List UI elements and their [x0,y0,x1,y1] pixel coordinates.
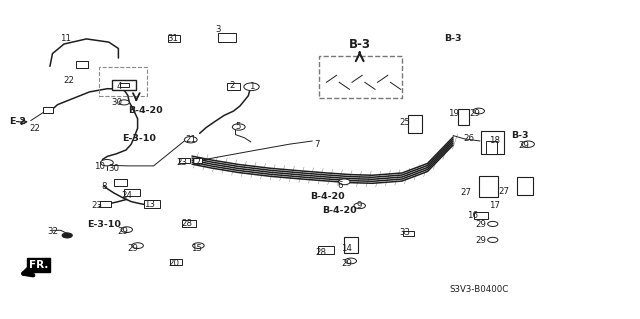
Circle shape [184,137,197,143]
Text: 13: 13 [144,200,156,209]
Text: 6: 6 [338,181,343,189]
Bar [170,259,182,265]
Text: 3: 3 [216,25,221,34]
Circle shape [488,237,498,242]
Text: E-3-10: E-3-10 [123,134,156,143]
Text: B-3: B-3 [511,131,529,140]
Text: 29: 29 [118,227,128,236]
Circle shape [132,243,143,249]
Text: B-4-20: B-4-20 [128,106,163,115]
Text: 18: 18 [488,136,500,145]
Bar [319,247,334,255]
Bar [182,220,196,227]
Text: B-3: B-3 [349,38,371,50]
Text: 25: 25 [399,118,410,127]
Text: 24: 24 [121,191,132,200]
Text: 5: 5 [236,122,241,131]
Circle shape [354,203,365,209]
Text: 20: 20 [168,259,180,268]
Text: 29: 29 [128,244,138,253]
Text: 8: 8 [101,182,106,191]
Text: B-3: B-3 [444,34,462,43]
Circle shape [119,100,129,105]
Bar [145,200,160,208]
Text: S3V3-B0400C: S3V3-B0400C [449,285,508,294]
Circle shape [345,258,356,264]
Text: 21: 21 [185,135,196,144]
Text: 32: 32 [47,227,59,236]
Circle shape [339,179,350,185]
Bar [479,176,498,197]
Text: 23: 23 [92,201,103,210]
Text: 22: 22 [29,124,41,133]
Text: 7: 7 [314,140,319,149]
Text: 15: 15 [191,244,202,253]
Text: 29: 29 [476,220,486,229]
Bar [193,158,202,163]
Circle shape [488,221,498,226]
Circle shape [232,124,245,130]
Text: 22: 22 [63,76,74,85]
Text: 26: 26 [463,134,474,143]
Text: FR.: FR. [29,260,48,270]
Text: 17: 17 [488,201,500,210]
Bar [474,212,488,219]
Bar [112,80,136,90]
Text: 33: 33 [399,228,410,237]
Text: 31: 31 [167,34,179,43]
Bar [76,61,88,68]
Bar [486,141,497,154]
Text: 16: 16 [467,211,478,220]
Bar [344,237,358,253]
Text: 27: 27 [499,187,510,196]
Text: 29: 29 [518,141,529,150]
Text: E-3-10: E-3-10 [87,220,120,229]
Bar [517,177,533,195]
Text: 12: 12 [190,158,202,167]
Circle shape [121,227,132,233]
Text: 29: 29 [470,109,480,118]
Text: 29: 29 [342,259,352,268]
Bar [408,115,422,133]
Text: 14: 14 [341,244,353,253]
Text: 23: 23 [176,158,188,167]
Bar [114,179,127,186]
Bar [458,109,469,125]
Circle shape [473,108,484,114]
Bar [43,107,53,113]
Text: 11: 11 [60,34,72,43]
Bar [168,35,180,42]
Text: 2: 2 [229,81,234,90]
Bar [218,33,236,42]
Text: 19: 19 [448,109,458,118]
Text: 28: 28 [316,248,327,256]
Text: 30: 30 [108,164,120,173]
Text: 30: 30 [111,98,123,107]
Circle shape [62,233,72,238]
Text: 29: 29 [476,236,486,245]
Bar [100,201,111,207]
Bar [120,83,129,87]
Text: 9: 9 [357,201,362,210]
Circle shape [522,141,534,147]
Text: B-4-20: B-4-20 [322,206,356,215]
Bar [481,131,504,154]
Text: 10: 10 [94,162,106,171]
Circle shape [244,83,259,91]
Text: E-2: E-2 [9,117,26,126]
Text: 28: 28 [181,219,193,228]
Text: B-4-20: B-4-20 [310,192,345,201]
Bar [124,189,140,196]
Bar [179,158,190,163]
Text: 27: 27 [460,189,472,197]
Bar [403,231,414,236]
Circle shape [193,243,204,249]
Bar [227,83,240,90]
Circle shape [100,160,113,166]
Text: 1: 1 [249,82,254,91]
Text: 4: 4 [116,82,122,91]
